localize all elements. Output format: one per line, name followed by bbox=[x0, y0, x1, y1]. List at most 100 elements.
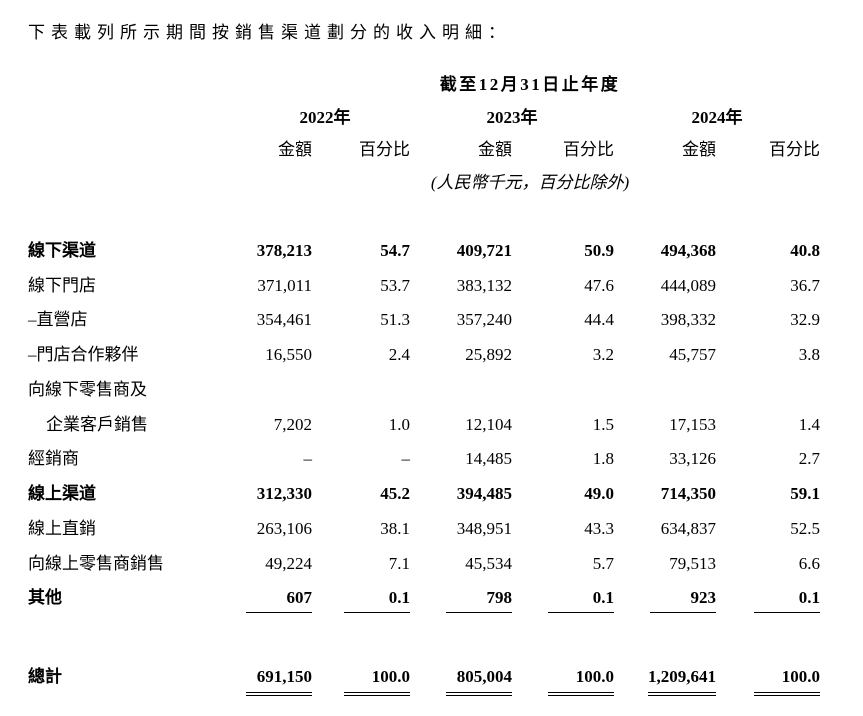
cell-value: 32.9 bbox=[790, 310, 820, 330]
cell-value: 17,153 bbox=[669, 414, 716, 434]
cell-value: 634,837 bbox=[660, 518, 716, 538]
table-cell: 312,330 bbox=[240, 477, 312, 512]
table-cell: 0.1 bbox=[312, 581, 410, 620]
cell-value: 1.8 bbox=[592, 449, 614, 469]
cell-value: 354,461 bbox=[256, 310, 312, 330]
cell-value: 25,892 bbox=[465, 345, 512, 365]
year-header-2022: 2022年 bbox=[299, 107, 351, 127]
table-cell: 38.1 bbox=[312, 512, 410, 547]
period-header: 截至12月31日止年度 bbox=[439, 75, 621, 94]
table-cell: 59.1 bbox=[716, 477, 820, 512]
table-cell: 357,240 bbox=[410, 303, 512, 338]
table-cell: 805,004 bbox=[410, 660, 512, 700]
unit-note: (人民幣千元，百分比除外) bbox=[430, 173, 630, 193]
cell-value: 2.4 bbox=[388, 345, 410, 365]
table-cell: 1.8 bbox=[512, 442, 614, 477]
cell-value: 691,150 bbox=[246, 667, 312, 696]
table-cell: 53.7 bbox=[312, 269, 410, 304]
table-cell: 40.8 bbox=[716, 234, 820, 269]
cell-value: 1.4 bbox=[798, 414, 820, 434]
table-cell: 14,485 bbox=[410, 442, 512, 477]
cell-value: 52.5 bbox=[790, 518, 820, 538]
table-cell: 52.5 bbox=[716, 512, 820, 547]
cell-value: 50.9 bbox=[584, 240, 614, 260]
cell-value: 371,011 bbox=[257, 275, 312, 295]
cell-value: 357,240 bbox=[456, 310, 512, 330]
cell-value: 607 bbox=[246, 588, 312, 614]
cell-value: 383,132 bbox=[456, 275, 512, 295]
percent-label-2023: 百分比 bbox=[563, 140, 614, 160]
table-cell: 398,332 bbox=[614, 303, 716, 338]
cell-value: 394,485 bbox=[456, 484, 512, 504]
cell-value: 378,213 bbox=[256, 240, 312, 260]
header-spacer-cell bbox=[28, 134, 240, 167]
table-cell: 79,513 bbox=[614, 547, 716, 582]
cell-value: 1,209,641 bbox=[648, 667, 716, 696]
row-label: 總計 bbox=[28, 667, 62, 687]
cell-value: 1.0 bbox=[388, 414, 410, 434]
table-cell: 2.4 bbox=[312, 338, 410, 373]
cell-value: 33,126 bbox=[669, 449, 716, 469]
cell-value: 16,550 bbox=[265, 345, 312, 365]
amount-label-2024: 金額 bbox=[682, 140, 716, 160]
cell-value: – bbox=[401, 449, 411, 469]
cell-value: 45,757 bbox=[669, 345, 716, 365]
table-cell: 0.1 bbox=[512, 581, 614, 620]
row-label: 線下渠道 bbox=[28, 240, 96, 260]
amount-label-2023: 金額 bbox=[478, 140, 512, 160]
table-cell: 12,104 bbox=[410, 408, 512, 443]
table-cell: 33,126 bbox=[614, 442, 716, 477]
cell-value: 0.1 bbox=[548, 588, 614, 614]
table-cell: 32.9 bbox=[716, 303, 820, 338]
table-cell: 354,461 bbox=[240, 303, 312, 338]
table-cell: 1.5 bbox=[512, 408, 614, 443]
table-cell: 1.4 bbox=[716, 408, 820, 443]
table-cell: 6.6 bbox=[716, 547, 820, 582]
revenue-table: 截至12月31日止年度 2022年 2023年 2024年 金額 百分比 金額 … bbox=[28, 69, 820, 700]
table-cell: 923 bbox=[614, 581, 716, 620]
cell-value: 38.1 bbox=[380, 518, 410, 538]
cell-value: 312,330 bbox=[256, 484, 312, 504]
table-cell: 444,089 bbox=[614, 269, 716, 304]
table-cell: 44.4 bbox=[512, 303, 614, 338]
table-cell: 378,213 bbox=[240, 234, 312, 269]
cell-value: 7,202 bbox=[273, 414, 312, 434]
intro-text: 下表載列所示期間按銷售渠道劃分的收入明細： bbox=[28, 23, 511, 42]
table-cell: – bbox=[240, 442, 313, 477]
cell-value: 100.0 bbox=[548, 667, 614, 696]
table-cell: 263,106 bbox=[240, 512, 312, 547]
table-cell: 49,224 bbox=[240, 547, 312, 582]
header-spacer-cell bbox=[28, 69, 240, 102]
cell-value: 923 bbox=[650, 588, 716, 614]
cell-value: 398,332 bbox=[660, 310, 716, 330]
table-cell: 394,485 bbox=[410, 477, 512, 512]
cell-value: 3.2 bbox=[592, 345, 614, 365]
header-spacer-cell bbox=[28, 167, 240, 234]
table-cell: 36.7 bbox=[716, 269, 820, 304]
cell-value: 3.8 bbox=[798, 345, 820, 365]
cell-value: 44.4 bbox=[584, 310, 614, 330]
header-spacer-cell bbox=[28, 102, 240, 135]
cell-value: 1.5 bbox=[592, 414, 614, 434]
year-header-2024: 2024年 bbox=[691, 107, 743, 127]
row-label: 經銷商 bbox=[28, 449, 79, 469]
table-cell: 714,350 bbox=[614, 477, 716, 512]
table-cell: 371,011 bbox=[240, 269, 312, 304]
row-label: –直營店 bbox=[28, 310, 88, 330]
table-cell: 51.3 bbox=[312, 303, 410, 338]
table-cell: 16,550 bbox=[240, 338, 312, 373]
cell-value: 805,004 bbox=[446, 667, 512, 696]
table-cell bbox=[410, 373, 512, 408]
cell-value: 2.7 bbox=[798, 449, 820, 469]
cell-value: 45,534 bbox=[465, 553, 512, 573]
table-cell: 798 bbox=[410, 581, 512, 620]
table-cell: 383,132 bbox=[410, 269, 512, 304]
table-cell bbox=[614, 373, 716, 408]
table-cell bbox=[512, 373, 614, 408]
table-cell bbox=[716, 373, 820, 408]
table-cell: 7,202 bbox=[240, 408, 312, 443]
table-cell: 494,368 bbox=[614, 234, 716, 269]
table-spacer bbox=[28, 620, 820, 660]
cell-value: 12,104 bbox=[465, 414, 512, 434]
